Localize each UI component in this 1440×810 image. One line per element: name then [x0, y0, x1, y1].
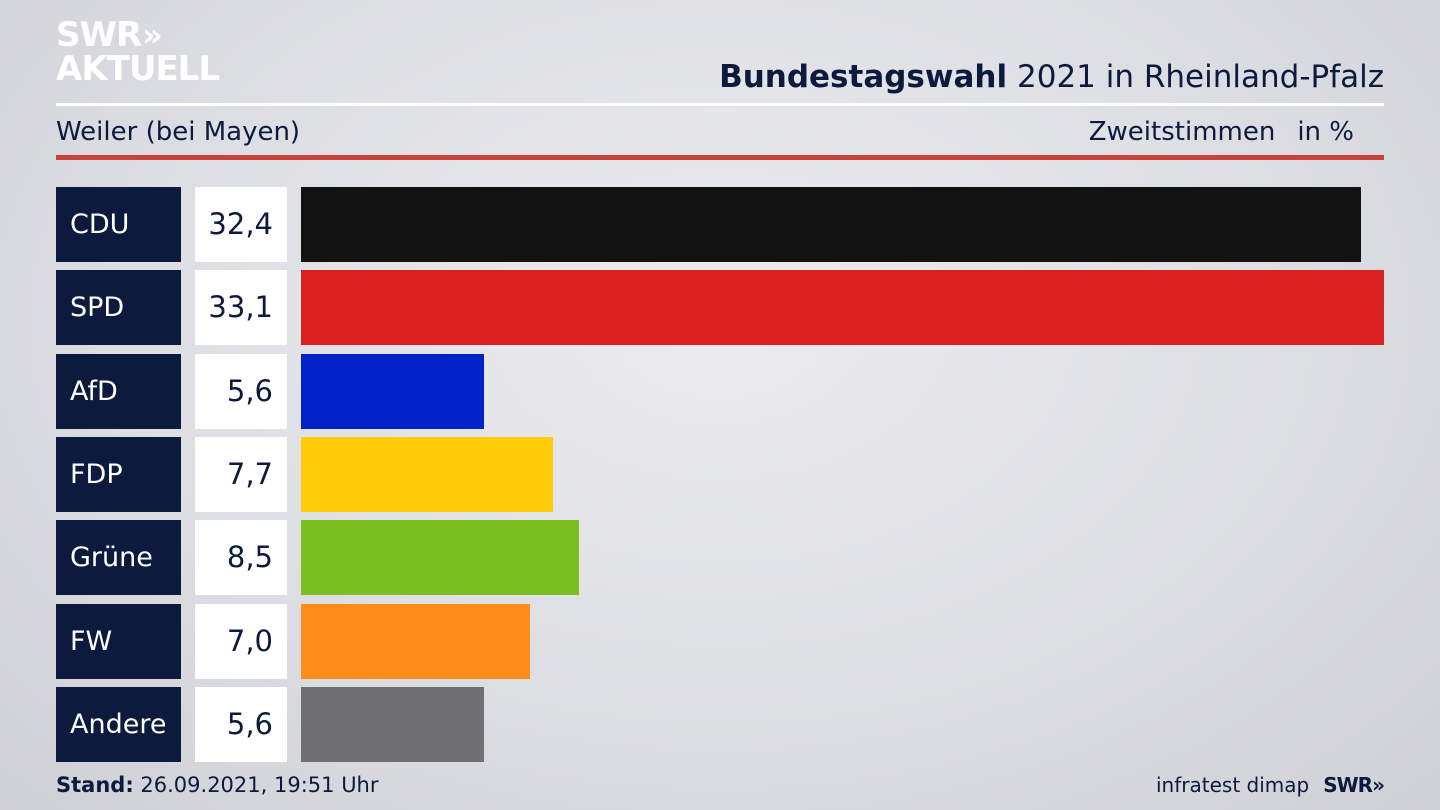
bar-row-andere: Andere 5,6 — [56, 687, 1384, 762]
swr-aktuell-logo: SWR» AKTUELL — [56, 15, 220, 89]
bar-row-fw: FW 7,0 — [56, 604, 1384, 679]
party-label-afd: AfD — [56, 354, 181, 429]
value-label-afd: 5,6 — [195, 354, 287, 429]
swr-brand-text: SWR — [1323, 773, 1373, 797]
bar-fw — [301, 604, 530, 679]
logo-aktuell-text: AKTUELL — [56, 49, 220, 89]
logo-swr-text: SWR — [56, 15, 142, 55]
bar-afd — [301, 354, 484, 429]
value-label-fw: 7,0 — [195, 604, 287, 679]
stand-value: 26.09.2021, 19:51 Uhr — [140, 773, 379, 797]
bar-row-gruene: Grüne 8,5 — [56, 520, 1384, 595]
logo-arrows-icon: » — [142, 16, 162, 54]
chart-title: Bundestagswahl 2021 in Rheinland-Pfalz — [719, 58, 1384, 96]
metric-name: Zweitstimmen — [1088, 117, 1276, 147]
swr-brand-logo: SWR» — [1323, 771, 1385, 799]
party-label-gruene: Grüne — [56, 520, 181, 595]
value-label-andere: 5,6 — [195, 687, 287, 762]
bar-gruene — [301, 520, 579, 595]
source-name: infratest dimap — [1156, 773, 1310, 797]
party-label-fw: FW — [56, 604, 181, 679]
bar-cdu — [301, 187, 1361, 262]
party-label-fdp: FDP — [56, 437, 181, 512]
value-label-cdu: 32,4 — [195, 187, 287, 262]
metric-label: Zweitstimmen in % — [1089, 114, 1354, 150]
stand-label: Stand: — [56, 773, 134, 797]
party-label-cdu: CDU — [56, 187, 181, 262]
metric-unit: in % — [1297, 117, 1354, 147]
source-credit: infratest dimap SWR» — [1156, 771, 1385, 799]
bar-andere — [301, 687, 484, 762]
bar-row-spd: SPD 33,1 — [56, 270, 1384, 345]
bar-row-cdu: CDU 32,4 — [56, 187, 1384, 262]
title-rest: 2021 in Rheinland-Pfalz — [1017, 59, 1384, 95]
bar-row-fdp: FDP 7,7 — [56, 437, 1384, 512]
value-label-gruene: 8,5 — [195, 520, 287, 595]
value-label-fdp: 7,7 — [195, 437, 287, 512]
party-label-spd: SPD — [56, 270, 181, 345]
swr-brand-arrows-icon: » — [1372, 773, 1385, 797]
party-label-andere: Andere — [56, 687, 181, 762]
accent-divider — [56, 155, 1384, 160]
bar-row-afd: AfD 5,6 — [56, 354, 1384, 429]
timestamp: Stand: 26.09.2021, 19:51 Uhr — [56, 771, 379, 799]
value-label-spd: 33,1 — [195, 270, 287, 345]
bar-fdp — [301, 437, 553, 512]
header-divider — [56, 103, 1384, 106]
region-name: Weiler (bei Mayen) — [56, 117, 301, 147]
bar-spd — [301, 270, 1384, 345]
title-bold: Bundestagswahl — [719, 59, 1008, 95]
